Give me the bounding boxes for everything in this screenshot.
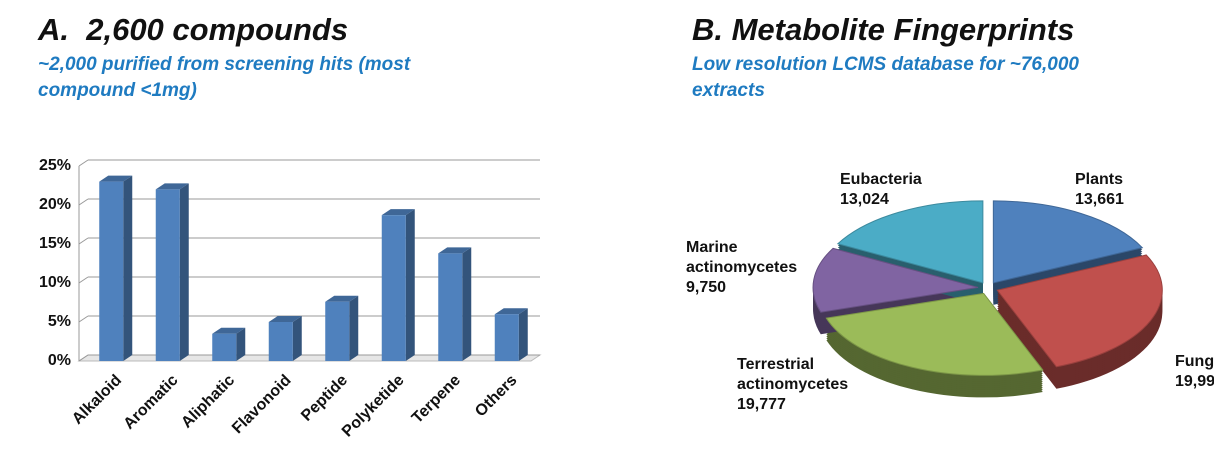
y-tick-label: 10% bbox=[39, 274, 71, 291]
bar bbox=[325, 301, 350, 361]
pie-tops bbox=[812, 200, 1163, 376]
bar-side bbox=[462, 247, 472, 361]
bar-side bbox=[292, 316, 302, 361]
bar-top bbox=[212, 327, 246, 334]
slice bbox=[825, 292, 1044, 376]
slice-name: Terrestrial actinomycetes bbox=[737, 356, 849, 393]
bar-side bbox=[405, 209, 415, 361]
slice-name: Plants bbox=[1075, 171, 1124, 188]
y-tick-label: 25% bbox=[39, 157, 71, 174]
x-tick-label: Others bbox=[472, 372, 521, 421]
grid-line-depth bbox=[78, 276, 89, 284]
bar-side bbox=[179, 183, 189, 361]
y-tick-label: 0% bbox=[48, 352, 71, 369]
slice-value: 13,024 bbox=[840, 191, 889, 208]
chart-title: A. 2,600 compounds bbox=[38, 12, 349, 47]
bar bbox=[438, 253, 463, 361]
slice-name: Fungi bbox=[1175, 353, 1214, 370]
x-tick-label: Flavonoid bbox=[229, 372, 294, 437]
x-tick-label: Terpene bbox=[409, 372, 464, 427]
bar-top bbox=[381, 209, 415, 216]
grid-line-depth bbox=[78, 237, 89, 245]
bar-top bbox=[325, 295, 359, 302]
bar bbox=[212, 333, 237, 361]
slice-value: 19,998 bbox=[1175, 373, 1214, 390]
slice-name: Eubacteria bbox=[840, 171, 922, 188]
bar-top bbox=[155, 183, 189, 190]
slice bbox=[992, 200, 1144, 284]
bar-side bbox=[123, 175, 133, 361]
x-tick-label: Peptide bbox=[298, 372, 351, 425]
bar-side bbox=[349, 295, 359, 361]
grid-line-depth bbox=[78, 198, 89, 206]
y-tick-label: 20% bbox=[39, 196, 71, 213]
y-tick-label: 5% bbox=[48, 313, 71, 330]
slice-label: Marine actinomycetes 9,750 bbox=[686, 238, 826, 298]
x-tick-label: Aromatic bbox=[120, 372, 181, 433]
slice-label: Terrestrial actinomycetes 19,777 bbox=[737, 355, 877, 415]
slice-label: Plants 13,661 bbox=[1075, 170, 1185, 210]
chart-title: B. Metabolite Fingerprints bbox=[692, 12, 1075, 47]
bar-side bbox=[518, 308, 528, 361]
slice-value: 13,661 bbox=[1075, 191, 1124, 208]
bar bbox=[381, 215, 406, 361]
bar bbox=[268, 322, 293, 361]
grid-line-depth bbox=[78, 354, 89, 362]
bar-top bbox=[99, 175, 133, 182]
grid-line-depth bbox=[78, 159, 89, 167]
bar bbox=[99, 181, 124, 361]
floor bbox=[77, 354, 542, 362]
bar bbox=[155, 189, 180, 361]
bar-top bbox=[438, 247, 472, 254]
slice-value: 19,777 bbox=[737, 396, 786, 413]
bar bbox=[494, 314, 519, 361]
slice-value: 9,750 bbox=[686, 279, 727, 296]
grid-line-depth bbox=[78, 315, 89, 323]
slice-label: Fungi 19,998 bbox=[1175, 352, 1214, 392]
slice bbox=[996, 254, 1163, 368]
bar-top bbox=[268, 316, 302, 322]
slice-name: Marine actinomycetes bbox=[686, 239, 798, 276]
slice-label: Eubacteria 13,024 bbox=[840, 170, 950, 210]
bar-top bbox=[494, 308, 528, 315]
x-tick-label: Aliphatic bbox=[178, 372, 238, 432]
chart-subtitle: Low resolution LCMS database for ~76,000… bbox=[692, 54, 1079, 101]
y-tick-label: 15% bbox=[39, 235, 71, 252]
bar-side bbox=[236, 327, 246, 361]
x-tick-label: Alkaloid bbox=[69, 372, 125, 428]
chart-subtitle: ~2,000 purified from screening hits (mos… bbox=[38, 54, 411, 101]
slice bbox=[812, 247, 979, 313]
slice bbox=[836, 200, 984, 284]
